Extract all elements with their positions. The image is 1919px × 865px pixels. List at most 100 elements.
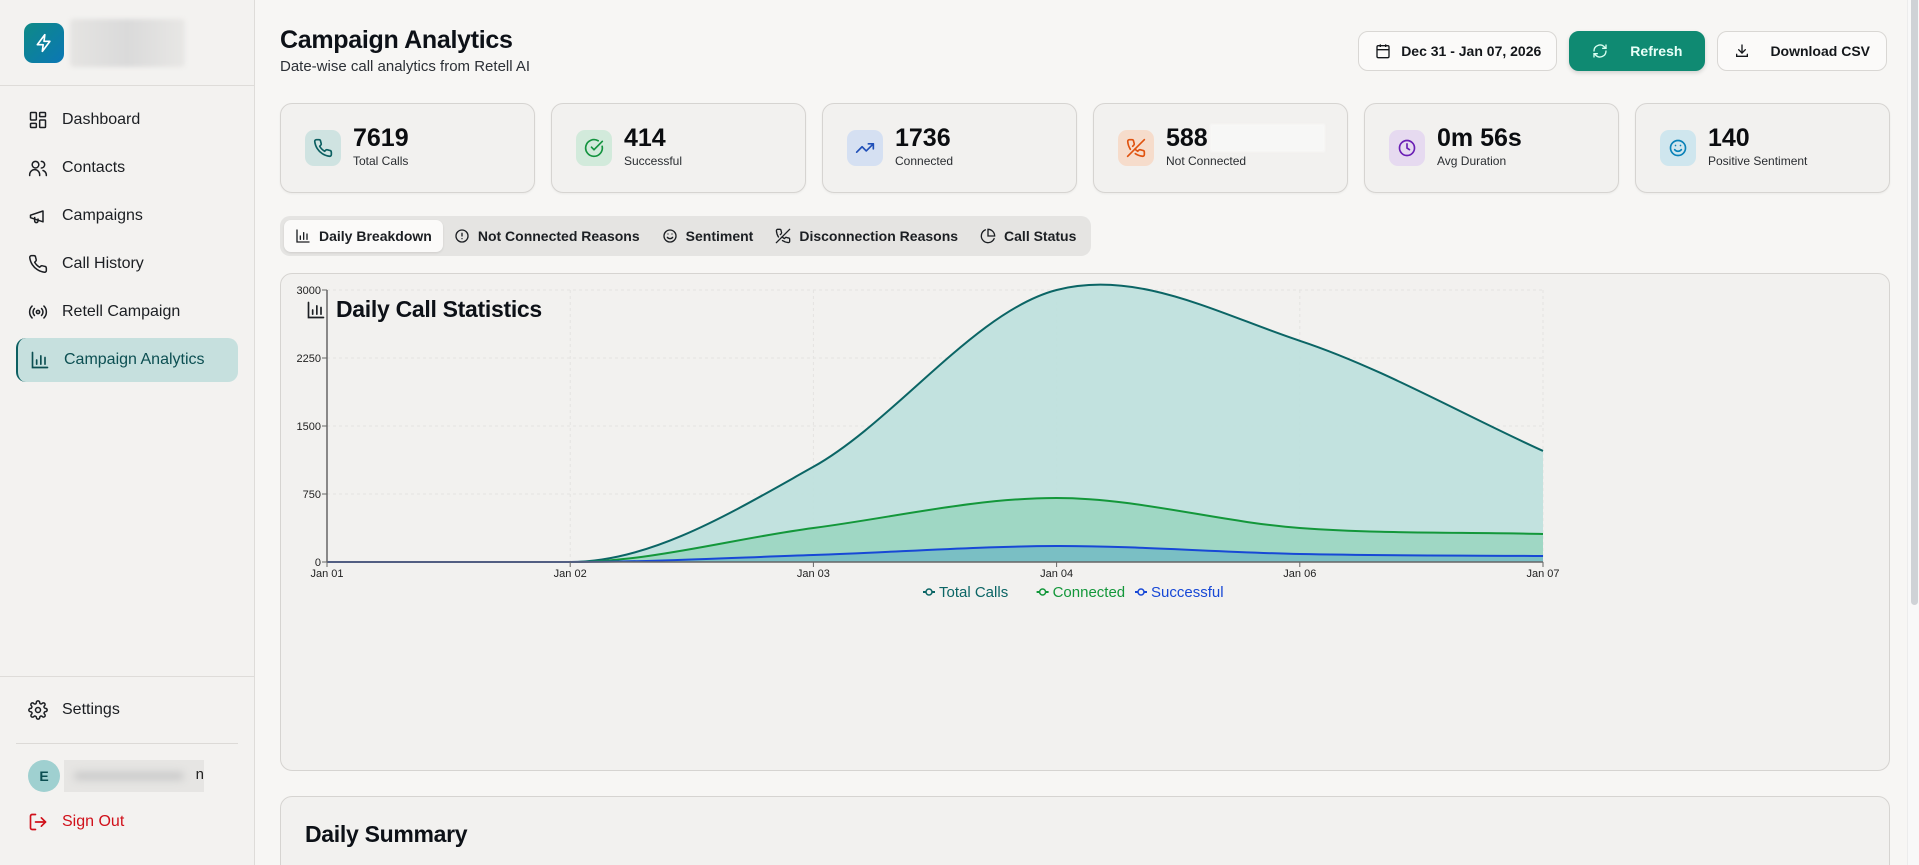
sidebar-item-label: Campaigns bbox=[62, 207, 143, 224]
check-circle-icon bbox=[576, 130, 612, 166]
sidebar-nav: Dashboard Contacts Campaigns Call Histor… bbox=[0, 86, 254, 382]
tab-not-connected-reasons[interactable]: Not Connected Reasons bbox=[443, 220, 651, 252]
area-chart[interactable]: 0 750 1500 2250 3000 Jan 01 Jan 02 Jan 03 Jan 04… bbox=[281, 274, 1891, 772]
sidebar-footer: Settings E n Sign Out bbox=[0, 676, 254, 846]
tab-label: Call Status bbox=[1004, 228, 1077, 244]
layout-grid-icon bbox=[29, 111, 47, 129]
stat-label: Total Calls bbox=[353, 154, 409, 168]
y-tick-label: 2250 bbox=[297, 353, 321, 365]
stat-card-total-calls: 7619 Total Calls bbox=[280, 103, 535, 193]
svg-text:Connected: Connected bbox=[1053, 584, 1126, 601]
x-tick-label: Jan 04 bbox=[1040, 568, 1073, 580]
svg-text:Successful: Successful bbox=[1151, 584, 1224, 601]
phone-off-icon bbox=[775, 228, 791, 244]
series-area bbox=[327, 284, 1543, 562]
refresh-icon bbox=[1593, 44, 1607, 58]
user-profile[interactable]: E n bbox=[0, 750, 254, 802]
refresh-button[interactable]: Refresh bbox=[1569, 31, 1706, 71]
stat-value: 1736 bbox=[895, 124, 951, 152]
stat-value: 7619 bbox=[353, 124, 409, 152]
alert-circle-icon bbox=[455, 229, 469, 243]
stat-value: 0m 56s bbox=[1437, 124, 1522, 152]
smile-icon bbox=[662, 229, 677, 243]
sidebar-item-call-history[interactable]: Call History bbox=[16, 242, 238, 286]
tab-sentiment[interactable]: Sentiment bbox=[651, 220, 765, 252]
sidebar: Dashboard Contacts Campaigns Call Histor… bbox=[0, 0, 255, 865]
stat-card-connected: 1736 Connected bbox=[822, 103, 1077, 193]
phone-off-icon bbox=[1118, 130, 1154, 166]
clock-icon bbox=[1389, 130, 1425, 166]
divider bbox=[16, 743, 238, 744]
brand-name-redacted bbox=[70, 18, 185, 67]
tab-daily-breakdown[interactable]: Daily Breakdown bbox=[284, 220, 443, 252]
x-tick-label: Jan 02 bbox=[554, 568, 587, 580]
stat-value: 588 bbox=[1166, 124, 1325, 152]
sidebar-item-label: Campaign Analytics bbox=[64, 351, 205, 368]
sidebar-item-dashboard[interactable]: Dashboard bbox=[16, 98, 238, 142]
series-area bbox=[327, 546, 1543, 562]
tab-label: Daily Breakdown bbox=[319, 228, 432, 244]
y-tick-label: 3000 bbox=[297, 285, 321, 297]
download-csv-button[interactable]: Download CSV bbox=[1717, 31, 1887, 71]
stats-row: 7619 Total Calls 414 Successful 1736 Con… bbox=[280, 103, 1890, 193]
users-icon bbox=[28, 160, 48, 177]
avatar: E bbox=[28, 760, 60, 792]
tab-call-status[interactable]: Call Status bbox=[969, 220, 1087, 252]
calendar-icon bbox=[1376, 44, 1390, 59]
x-tick-label: Jan 01 bbox=[310, 568, 343, 580]
y-tick-label: 1500 bbox=[297, 421, 321, 433]
refresh-label: Refresh bbox=[1630, 43, 1683, 59]
megaphone-icon bbox=[29, 210, 44, 224]
summary-title: Daily Summary bbox=[305, 821, 468, 847]
settings-label: Settings bbox=[62, 701, 120, 718]
pie-chart-icon bbox=[980, 228, 996, 244]
stat-value: 140 bbox=[1708, 124, 1750, 152]
page-subtitle: Date-wise call analytics from Retell AI bbox=[280, 58, 531, 75]
smile-icon bbox=[1660, 130, 1696, 166]
sidebar-item-campaigns[interactable]: Campaigns bbox=[16, 194, 238, 238]
x-tick-label: Jan 03 bbox=[797, 568, 830, 580]
gear-icon bbox=[28, 700, 48, 720]
sidebar-item-label: Call History bbox=[62, 255, 144, 272]
page-title: Campaign Analytics bbox=[280, 26, 513, 54]
stat-label: Avg Duration bbox=[1437, 154, 1507, 168]
scrollbar-thumb[interactable] bbox=[1911, 0, 1918, 605]
phone-icon bbox=[305, 130, 341, 166]
download-icon bbox=[1736, 44, 1749, 57]
stat-label: Connected bbox=[895, 154, 954, 168]
sign-out-button[interactable]: Sign Out bbox=[16, 802, 238, 842]
tab-label: Sentiment bbox=[685, 228, 754, 244]
scrollbar[interactable] bbox=[1907, 0, 1919, 865]
sidebar-item-settings[interactable]: Settings bbox=[16, 688, 238, 732]
user-name-redacted: n bbox=[64, 760, 204, 792]
phone-icon bbox=[29, 254, 48, 273]
redacted-area bbox=[1209, 124, 1325, 152]
legend-item[interactable]: Successful bbox=[1135, 584, 1224, 601]
y-tick-label: 0 bbox=[315, 557, 321, 569]
tab-disconnection-reasons[interactable]: Disconnection Reasons bbox=[764, 220, 969, 252]
daily-summary-card: Daily Summary bbox=[280, 796, 1890, 865]
main-content: Campaign Analytics Date-wise call analyt… bbox=[256, 0, 1919, 865]
lightning-bolt-icon[interactable] bbox=[24, 22, 64, 63]
radio-broadcast-icon bbox=[28, 305, 48, 319]
stat-card-positive-sentiment: 140 Positive Sentiment bbox=[1635, 103, 1890, 193]
stat-label: Positive Sentiment bbox=[1708, 154, 1808, 168]
stat-label: Not Connected bbox=[1166, 154, 1247, 168]
stat-label: Successful bbox=[624, 154, 683, 168]
series-area bbox=[327, 497, 1543, 562]
x-tick-label: Jan 07 bbox=[1526, 568, 1559, 580]
stat-card-successful: 414 Successful bbox=[551, 103, 806, 193]
svg-text:Total Calls: Total Calls bbox=[939, 584, 1008, 601]
download-csv-label: Download CSV bbox=[1770, 43, 1870, 59]
tab-label: Not Connected Reasons bbox=[477, 228, 640, 244]
date-range-picker[interactable]: Dec 31 - Jan 07, 2026 bbox=[1358, 31, 1558, 71]
legend-item[interactable]: Total Calls bbox=[923, 584, 1008, 601]
sidebar-item-retell-campaign[interactable]: Retell Campaign bbox=[16, 290, 238, 334]
chart-title: Daily Call Statistics bbox=[306, 296, 542, 323]
sidebar-item-contacts[interactable]: Contacts bbox=[16, 146, 238, 190]
brand bbox=[0, 0, 254, 86]
sign-out-label: Sign Out bbox=[62, 813, 125, 830]
sidebar-item-campaign-analytics[interactable]: Campaign Analytics bbox=[16, 338, 238, 382]
legend-item[interactable]: Connected bbox=[1036, 584, 1126, 601]
stat-card-not-connected: 588 Not Connected bbox=[1093, 103, 1348, 193]
